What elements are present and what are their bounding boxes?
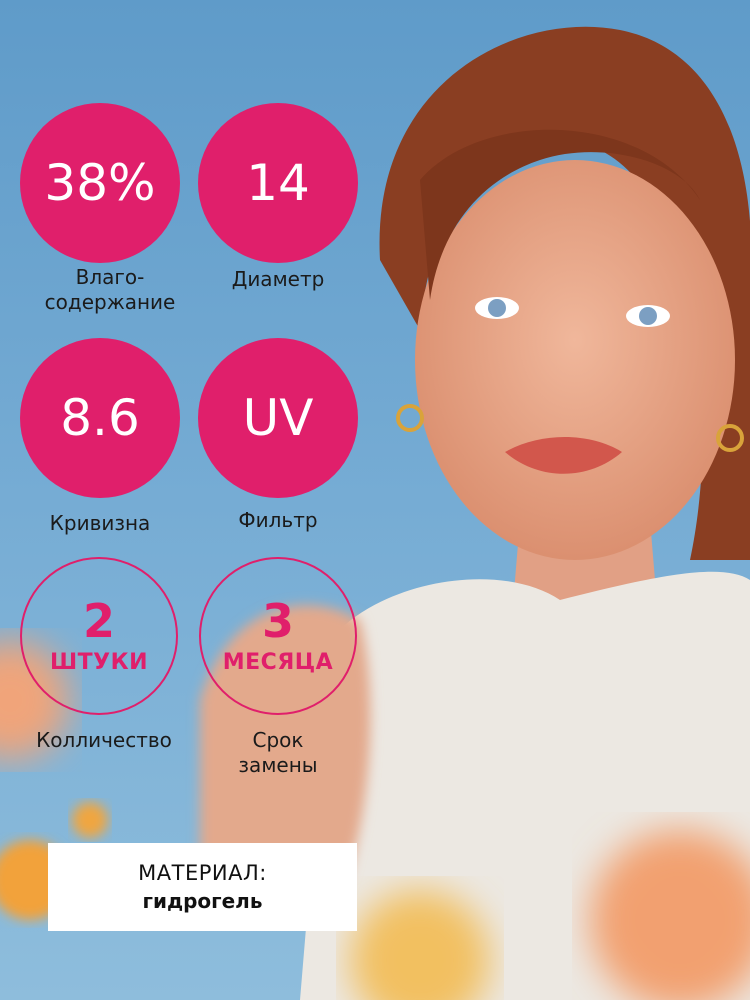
uv-filter-badge: UV [198, 338, 358, 498]
diameter-badge: 14 [198, 103, 358, 263]
label-line: Срок [252, 728, 304, 752]
label-line: содержание [44, 290, 176, 314]
replacement-number: 3 [261, 593, 294, 648]
replacement-badge: 3 МЕСЯЦА [199, 557, 357, 715]
uv-filter-value: UV [242, 389, 314, 447]
label-line: замены [238, 753, 318, 777]
water-content-label: Влаго-содержание [0, 265, 220, 315]
curvature-badge: 8.6 [20, 338, 180, 498]
material-value: гидрогель [142, 889, 263, 913]
replacement-unit: МЕСЯЦА [222, 649, 334, 675]
quantity-number: 2 [82, 593, 115, 648]
material-title: МАТЕРИАЛ: [138, 861, 267, 885]
diameter-label: Диаметр [231, 267, 325, 291]
quantity-label: Колличество [36, 728, 172, 752]
label-line: Влаго- [75, 265, 145, 289]
material-box: МАТЕРИАЛ: гидрогель [48, 843, 357, 931]
curvature-label: Кривизна [49, 511, 151, 535]
quantity-badge: 2 ШТУКИ [20, 557, 178, 715]
water-content-value: 38% [44, 154, 156, 212]
quantity-unit: ШТУКИ [49, 649, 149, 675]
replacement-label: Срок замены [168, 728, 388, 778]
diameter-value: 14 [246, 154, 310, 212]
curvature-value: 8.6 [60, 389, 140, 447]
uv-filter-label: Фильтр [238, 508, 318, 532]
water-content-badge: 38% [20, 103, 180, 263]
